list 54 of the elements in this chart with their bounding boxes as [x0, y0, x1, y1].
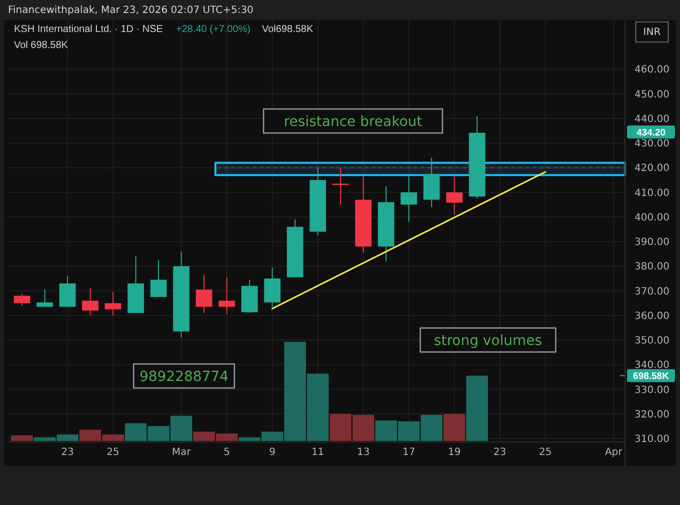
y-tick-label: 340.00	[634, 360, 670, 372]
x-tick-label: 25	[106, 447, 120, 458]
candlestick	[218, 276, 235, 315]
chart-subtitle: Financewithpalak, Mar 23, 2026 02:07 UTC+5:30	[8, 5, 254, 16]
candlestick	[332, 167, 349, 206]
candlestick	[14, 292, 30, 306]
x-tick-label: 9	[269, 447, 276, 458]
annotation: +28.40 (+7.00%)	[176, 24, 250, 35]
text: 434.20	[636, 128, 666, 138]
candlestick	[264, 266, 280, 308]
candlestick	[104, 292, 122, 316]
x-tick-label: 11	[311, 447, 324, 458]
annotation: 9892288774	[139, 369, 229, 385]
x-tick-label: 17	[402, 447, 416, 458]
candlestick	[36, 289, 53, 308]
y-tick-label: 430.00	[634, 138, 670, 150]
annotation: Vol698.58K	[262, 24, 314, 35]
y-tick-label: 310.00	[634, 434, 670, 446]
x-tick-label: Apr	[604, 447, 624, 458]
x-tick-label: 25	[538, 447, 552, 458]
y-tick-label: 320.00	[634, 409, 670, 420]
x-tick-label: 23	[61, 447, 74, 458]
y-tick-label: 330.00	[634, 384, 670, 396]
y-tick-label: 400.00	[634, 212, 670, 224]
y-tick-label: 440.00	[634, 114, 670, 125]
y-tick-label: 410.00	[634, 188, 670, 199]
x-tick-label: 19	[448, 447, 461, 458]
candlestick	[446, 176, 463, 215]
y-tick-label: 350.00	[634, 336, 670, 347]
x-tick-label: 13	[356, 447, 370, 458]
annotation: Vol 698.58K	[14, 40, 68, 51]
candlestick	[82, 288, 98, 316]
annotation: resistance breakout	[284, 114, 423, 130]
y-tick-label: 390.00	[634, 237, 670, 248]
x-tick-label: 23	[493, 447, 506, 458]
chart-title: KSH International Ltd. · 1D · NSE	[14, 24, 164, 35]
candlestick	[150, 260, 167, 298]
y-tick-label: 450.00	[634, 89, 670, 100]
candlestick	[59, 276, 76, 308]
bar	[443, 414, 466, 441]
y-tick-label: 360.00	[634, 310, 670, 322]
y-tick-label: 370.00	[634, 286, 670, 298]
y-tick-label: 380.00	[634, 262, 670, 273]
text: INR	[643, 27, 661, 38]
x-tick-label: Mar	[172, 447, 192, 458]
y-tick-label: 460.00	[634, 64, 670, 76]
y-tick-label: 420.00	[634, 163, 670, 174]
x-tick-label: 5	[224, 447, 230, 458]
y2-tick-label: 698.58K	[633, 371, 670, 382]
bar	[466, 376, 488, 441]
candlestick	[196, 274, 212, 314]
bar	[11, 435, 33, 441]
candlestick	[400, 176, 418, 222]
annotation: strong volumes	[434, 333, 542, 349]
